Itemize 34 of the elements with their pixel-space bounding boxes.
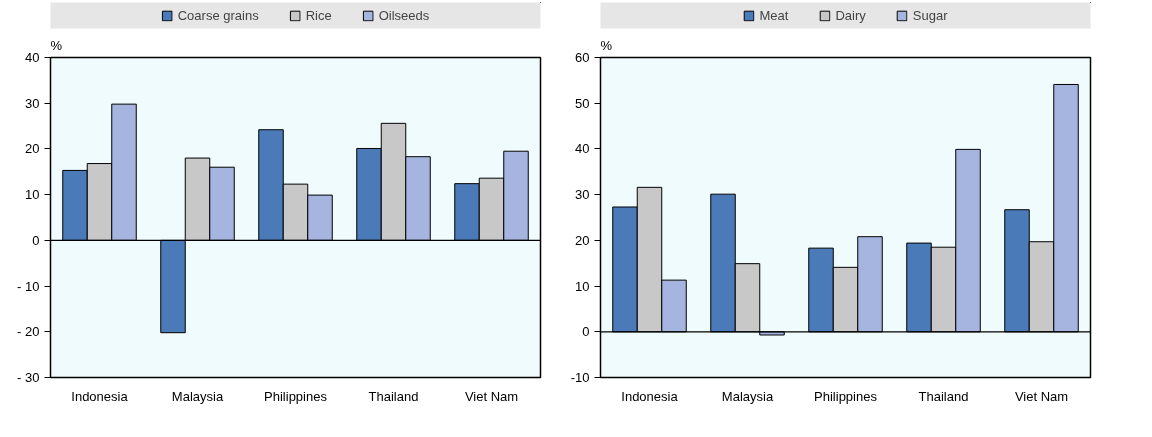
legend-label: Dairy	[835, 7, 866, 23]
legend-label: Sugar	[912, 7, 948, 23]
y-tick-label: - 30	[17, 370, 40, 385]
y-tick-label: - 10	[17, 278, 40, 294]
x-tick-label: Malaysia	[171, 388, 224, 404]
y-tick-label: 20	[25, 141, 40, 157]
y-tick-label: 10	[25, 187, 40, 203]
y-tick-label: 40	[25, 50, 40, 65]
y-tick-label: 30	[575, 187, 590, 203]
x-tick-label: Philippines	[264, 388, 328, 404]
legend-label: Oilseeds	[378, 7, 430, 23]
y-tick-label: 10	[575, 278, 590, 294]
x-tick-label: Indonesia	[71, 388, 129, 404]
y-tick-label: 40	[575, 141, 590, 157]
y-axis-title: %	[600, 37, 613, 53]
y-axis-title: %	[50, 37, 63, 53]
legend-label: Coarse grains	[177, 7, 259, 23]
x-tick-label: Thailand	[368, 388, 419, 404]
x-tick-label: Thailand	[918, 388, 969, 404]
legend-label: Rice	[305, 7, 332, 23]
x-tick-label: Malaysia	[721, 388, 774, 404]
y-tick-label: 50	[575, 95, 590, 111]
x-tick-label: Philippines	[814, 388, 878, 404]
y-tick-label: 0	[32, 232, 40, 248]
x-tick-label: Viet Nam	[1014, 388, 1069, 404]
y-tick-label: 60	[575, 50, 590, 65]
y-tick-label: - 20	[17, 324, 40, 340]
x-tick-label: Indonesia	[621, 388, 679, 404]
y-tick-label: 0	[582, 324, 590, 340]
x-tick-label: Viet Nam	[464, 388, 519, 404]
y-tick-label: 20	[575, 232, 590, 248]
y-tick-label: 30	[25, 95, 40, 111]
legend-label: Meat	[759, 7, 789, 23]
y-tick-label: -10	[570, 370, 590, 385]
